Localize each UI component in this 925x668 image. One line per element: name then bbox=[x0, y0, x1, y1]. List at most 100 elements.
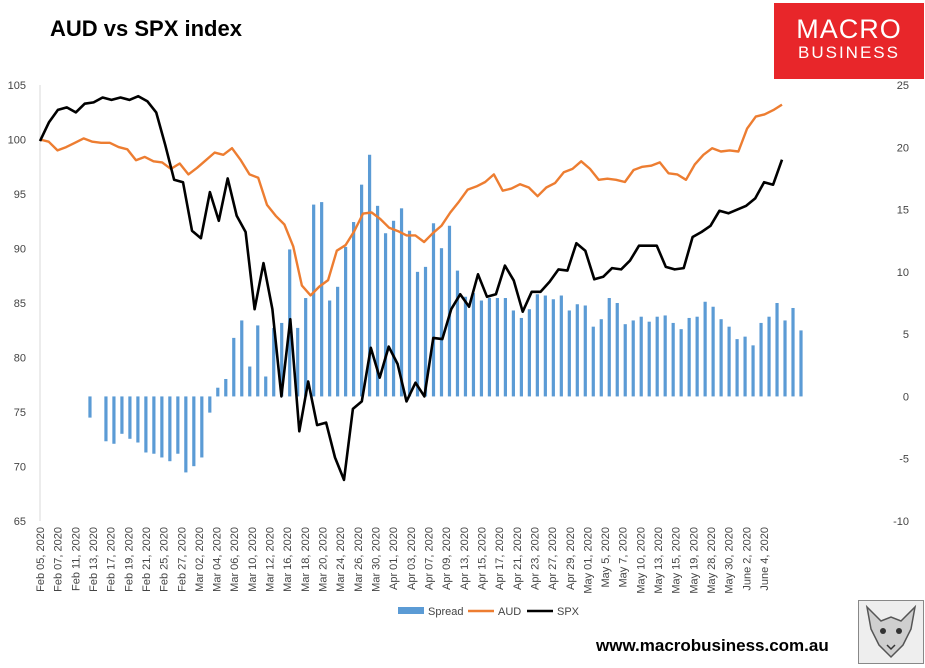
x-axis-tick-label: Apr 03, 2020 bbox=[406, 527, 418, 590]
logo-line-2: BUSINESS bbox=[798, 43, 900, 62]
spread-bar bbox=[655, 316, 659, 397]
right-axis-tick-label: 5 bbox=[903, 329, 909, 341]
right-axis-tick-label: 0 bbox=[903, 391, 909, 403]
spread-bar bbox=[671, 322, 675, 397]
spread-bar bbox=[168, 396, 172, 462]
spread-bar bbox=[439, 248, 444, 397]
left-axis-tick-label: 95 bbox=[14, 189, 26, 201]
spread-bar bbox=[535, 294, 539, 397]
spread-bar bbox=[575, 304, 579, 397]
x-axis-tick-label: Apr 09, 2020 bbox=[441, 527, 453, 590]
spread-bar bbox=[312, 204, 316, 397]
x-axis-tick-label: May 28, 2020 bbox=[706, 527, 718, 594]
x-axis-tick-label: May 01, 2020 bbox=[582, 527, 594, 594]
x-axis-tick-label: Mar 12, 2020 bbox=[265, 527, 277, 592]
spread-bar bbox=[719, 319, 723, 397]
x-axis-tick-label: May 19, 2020 bbox=[688, 527, 700, 594]
spread-bar bbox=[551, 299, 555, 397]
spread-bar bbox=[383, 233, 388, 397]
spread-bar bbox=[775, 303, 779, 397]
left-axis-tick-label: 100 bbox=[8, 135, 26, 147]
spread-bar bbox=[623, 324, 627, 397]
spread-bar bbox=[583, 305, 587, 397]
spread-bar bbox=[128, 396, 132, 439]
spread-bar bbox=[527, 309, 531, 397]
spread-bar bbox=[415, 271, 420, 397]
legend-aud-label: AUD bbox=[498, 606, 521, 618]
spread-bar bbox=[591, 326, 595, 397]
x-axis-tick-label: Mar 10, 2020 bbox=[247, 527, 259, 592]
spread-bar bbox=[160, 396, 164, 458]
x-axis-tick-label: Apr 07, 2020 bbox=[423, 527, 435, 590]
spread-bar bbox=[607, 298, 611, 397]
spread-bar bbox=[751, 345, 755, 397]
left-axis-tick-label: 70 bbox=[14, 462, 26, 474]
aud-line bbox=[39, 103, 783, 297]
spread-bar bbox=[375, 205, 380, 397]
spread-bar bbox=[511, 310, 515, 397]
wolf-logo-icon bbox=[858, 600, 924, 664]
spread-bar bbox=[359, 184, 364, 397]
spread-bar bbox=[144, 396, 148, 453]
right-axis-tick-label: 10 bbox=[897, 267, 909, 279]
x-axis-tick-label: Feb 17, 2020 bbox=[106, 527, 118, 592]
right-axis-tick-label: -5 bbox=[899, 454, 909, 466]
x-axis-tick-label: Mar 06, 2020 bbox=[229, 527, 241, 592]
website-url[interactable]: www.macrobusiness.com.au bbox=[596, 636, 829, 655]
spread-bar bbox=[176, 396, 180, 454]
spread-bar bbox=[200, 396, 204, 458]
right-axis-tick-label: 25 bbox=[897, 80, 909, 92]
spread-bar bbox=[487, 298, 492, 397]
x-axis-tick-label: May 5, 2020 bbox=[600, 527, 612, 588]
spx-line bbox=[38, 94, 784, 482]
spread-bar bbox=[663, 315, 667, 397]
spread-bar bbox=[216, 387, 220, 397]
spread-bar bbox=[296, 327, 300, 397]
spread-bar bbox=[791, 307, 795, 397]
spread-bar bbox=[463, 296, 468, 397]
spread-bar bbox=[328, 300, 332, 397]
spread-bar bbox=[232, 337, 236, 397]
spread-bar bbox=[136, 396, 140, 443]
legend-spx-label: SPX bbox=[557, 606, 580, 618]
x-axis-tick-label: Apr 13, 2020 bbox=[459, 527, 471, 590]
spread-bar bbox=[631, 320, 635, 397]
left-axis-tick-label: 90 bbox=[14, 244, 26, 256]
spread-bar bbox=[767, 316, 771, 397]
x-axis-tick-label: Mar 18, 2020 bbox=[300, 527, 312, 592]
spread-bar bbox=[399, 208, 404, 397]
spread-bar bbox=[759, 322, 763, 397]
x-axis-tick-label: Mar 30, 2020 bbox=[371, 527, 383, 592]
spread-bar bbox=[679, 329, 683, 397]
spread-bar bbox=[320, 202, 324, 397]
spread-bar bbox=[184, 396, 188, 473]
x-axis-tick-label: Apr 27, 2020 bbox=[547, 527, 559, 590]
legend-spread-swatch bbox=[398, 607, 424, 614]
x-axis-tick-label: May 15, 2020 bbox=[671, 527, 683, 594]
x-axis-tick-label: Apr 23, 2020 bbox=[529, 527, 541, 590]
spread-bar bbox=[735, 339, 739, 397]
left-axis-tick-label: 65 bbox=[14, 516, 26, 528]
spread-bar bbox=[799, 330, 803, 397]
spread-bar bbox=[88, 396, 92, 418]
left-axis-tick-label: 80 bbox=[14, 353, 26, 365]
spread-bar bbox=[280, 322, 284, 397]
spread-bar bbox=[112, 396, 116, 444]
spread-bar bbox=[783, 320, 787, 397]
left-axis-tick-label: 105 bbox=[8, 80, 26, 92]
spread-bar bbox=[703, 301, 707, 397]
spread-bar bbox=[455, 270, 460, 397]
spread-bar bbox=[344, 246, 348, 397]
spread-bar bbox=[727, 326, 731, 397]
x-axis-tick-label: Apr 17, 2020 bbox=[494, 527, 506, 590]
logo-line-1: MACRO bbox=[796, 14, 902, 44]
spread-bar bbox=[272, 327, 276, 397]
x-axis-tick-label: Mar 16, 2020 bbox=[282, 527, 294, 592]
spread-bar bbox=[471, 293, 476, 397]
x-axis-tick-label: Feb 21, 2020 bbox=[141, 527, 153, 592]
spread-bar bbox=[615, 303, 619, 397]
x-axis-tick-label: June 4, 2020 bbox=[759, 527, 771, 591]
x-axis-tick-label: Feb 19, 2020 bbox=[123, 527, 135, 592]
spread-bar bbox=[104, 396, 108, 442]
spread-bar bbox=[208, 396, 212, 413]
